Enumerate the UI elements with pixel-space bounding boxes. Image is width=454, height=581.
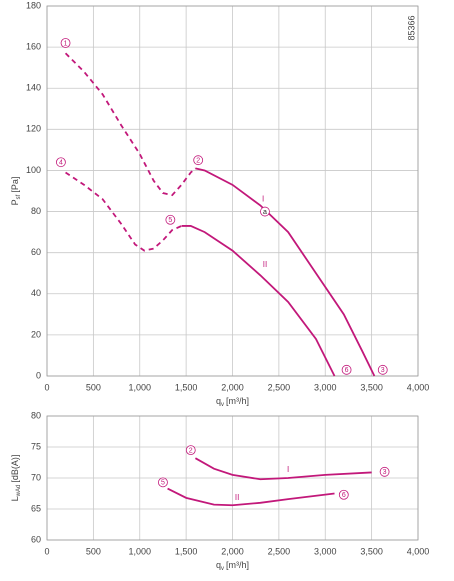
- point-label: 2: [196, 158, 200, 165]
- x-tick-label: 500: [86, 382, 101, 392]
- x-tick-label: 500: [86, 546, 101, 556]
- axis-label-main: q: [216, 396, 221, 406]
- y-tick-label: 70: [31, 472, 41, 482]
- curve: [167, 487, 335, 507]
- curve: [194, 457, 372, 481]
- point-marker: [60, 38, 71, 48]
- point-marker: [260, 206, 270, 217]
- x-tick-label: 0: [44, 382, 49, 392]
- point-label: 1: [64, 40, 68, 47]
- x-tick-label: 0: [44, 546, 49, 556]
- point-marker: [158, 477, 168, 488]
- x-tick-label: 3,500: [360, 382, 383, 392]
- axis-label-sub: v: [221, 402, 224, 408]
- point-label: 4: [59, 160, 63, 167]
- x-tick-label: 2,500: [268, 546, 291, 556]
- point-marker: [193, 155, 204, 166]
- axis-label-main: L: [10, 496, 20, 501]
- axis-label: LwAd [dB(A)]: [10, 455, 21, 502]
- point-marker: [341, 364, 352, 375]
- point-marker: [165, 214, 176, 225]
- axis-label-sub: wAd: [16, 485, 22, 498]
- y-tick-label: 75: [31, 441, 41, 451]
- x-tick-label: 2,500: [268, 382, 291, 392]
- axis-label: Psf[Pa]: [10, 177, 21, 206]
- point-label: 6: [342, 492, 346, 499]
- curve-label: I: [262, 194, 264, 203]
- point-marker: [338, 489, 349, 500]
- point-label: 6: [345, 367, 349, 374]
- curve-label: I: [287, 465, 289, 474]
- y-tick-label: 120: [26, 124, 41, 134]
- curve: [195, 167, 376, 377]
- y-tick-label: 180: [26, 0, 41, 10]
- point-marker: [377, 364, 388, 375]
- x-tick-label: 1,500: [175, 546, 198, 556]
- axis-label-unit: [m³/h]: [226, 560, 249, 570]
- y-tick-label: 60: [31, 534, 41, 544]
- x-tick-label: 2,000: [221, 546, 244, 556]
- x-tick-label: 3,000: [314, 382, 337, 392]
- curve: [64, 52, 196, 197]
- x-tick-label: 1,000: [128, 546, 151, 556]
- y-tick-label: 80: [31, 206, 41, 216]
- curve-label: II: [263, 260, 267, 269]
- axis-label: qv [m³/h]: [216, 396, 249, 407]
- plot-frame: [46, 415, 419, 541]
- x-tick-label: 3,000: [314, 546, 337, 556]
- x-tick-label: 1,000: [128, 382, 151, 392]
- point-label: 5: [168, 217, 172, 224]
- y-tick-label: 65: [31, 503, 41, 513]
- axis-label-main: q: [216, 560, 221, 570]
- point-label: 5: [161, 480, 165, 487]
- point-label: a: [263, 209, 267, 216]
- y-tick-label: 0: [36, 370, 41, 380]
- curve-label: II: [235, 493, 239, 502]
- y-tick-label: 160: [26, 41, 41, 51]
- point-label: 2: [189, 447, 193, 454]
- x-tick-label: 4,000: [407, 546, 430, 556]
- point-label: 3: [381, 367, 385, 374]
- axis-label-unit: [dB(A)]: [10, 455, 20, 483]
- y-tick-label: 100: [26, 165, 41, 175]
- y-tick-label: 20: [31, 329, 41, 339]
- axis-label-unit: [Pa]: [10, 177, 20, 193]
- axis-label: qv [m³/h]: [216, 560, 249, 571]
- point-marker: [56, 157, 66, 168]
- figure-id: 85366: [406, 15, 416, 40]
- y-tick-label: 60: [31, 247, 41, 257]
- axis-label-sub: sf: [16, 194, 22, 199]
- y-tick-label: 140: [26, 83, 41, 93]
- plot-frame: [46, 5, 419, 377]
- axis-label-unit: [m³/h]: [226, 396, 249, 406]
- curve: [181, 225, 336, 377]
- point-marker: [379, 466, 390, 477]
- x-tick-label: 2,000: [221, 382, 244, 392]
- x-tick-label: 3,500: [360, 546, 383, 556]
- axis-label-sub: v: [221, 566, 224, 572]
- point-marker: [185, 445, 196, 456]
- x-tick-label: 1,500: [175, 382, 198, 392]
- y-tick-label: 80: [31, 410, 41, 420]
- axis-label-main: P: [10, 199, 20, 205]
- point-label: 3: [383, 469, 387, 476]
- y-tick-label: 40: [31, 288, 41, 298]
- x-tick-label: 4,000: [407, 382, 430, 392]
